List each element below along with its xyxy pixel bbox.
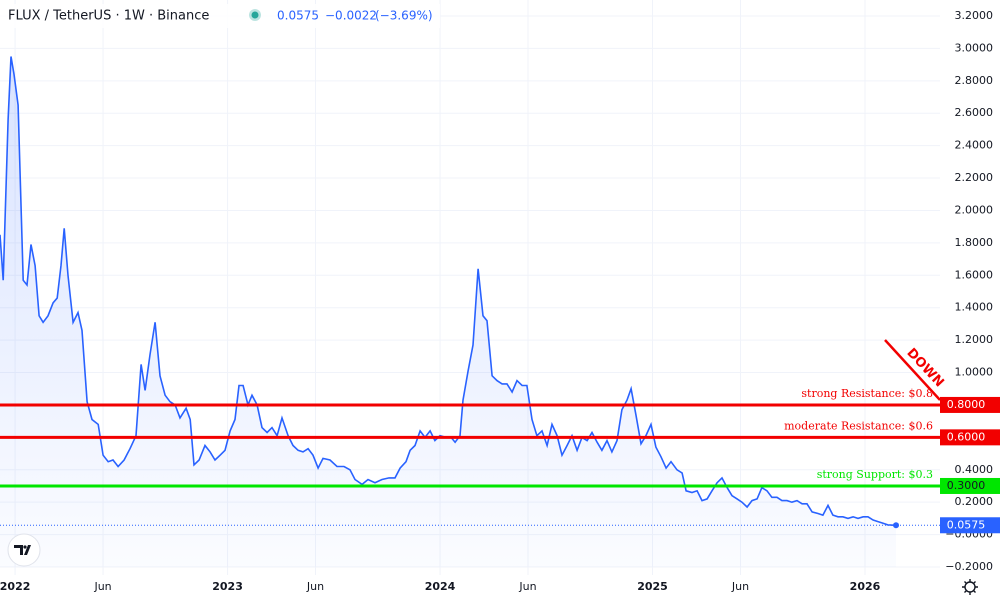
level-tag (940, 396, 1000, 413)
y-tick-label: 2.4000 (955, 139, 994, 152)
y-tick-label: −0.2000 (945, 560, 993, 573)
x-tick-label: 2026 (850, 580, 881, 593)
last-point (893, 522, 900, 529)
level-label: moderate Resistance: $0.6 (784, 419, 933, 432)
y-tick-label: 1.6000 (955, 268, 994, 281)
change-pct: (−3.69%) (375, 9, 433, 23)
level-tag (940, 477, 1000, 494)
level-label: strong Support: $0.3 (817, 468, 933, 481)
header-bg (0, 4, 440, 28)
annotation-arrow (884, 339, 941, 401)
last-price-tag (940, 517, 1000, 534)
x-tick-label: 2025 (637, 580, 668, 593)
x-tick-label: Jun (306, 580, 324, 593)
level-tag-text: 0.6000 (947, 430, 986, 443)
y-tick-label: 1.0000 (955, 366, 994, 379)
level-label: strong Resistance: $0.8 (801, 387, 933, 400)
y-tick-label: 2.2000 (955, 171, 994, 184)
level-tag-text: 0.8000 (947, 398, 986, 411)
y-tick-label: 3.0000 (955, 41, 994, 54)
y-tick-label: 0.2000 (955, 495, 994, 508)
x-tick-label: 2024 (425, 580, 456, 593)
tv-logo[interactable] (7, 533, 41, 567)
price: 0.0575 (277, 9, 319, 23)
level-tag (940, 429, 1000, 446)
change: −0.0022 (325, 9, 377, 23)
level-tag-text: 0.3000 (947, 479, 986, 492)
x-tick-label: 2022 (0, 580, 30, 593)
y-tick-label: 3.2000 (955, 9, 994, 22)
y-tick-label: 1.4000 (955, 301, 994, 314)
y-tick-label: 2.0000 (955, 203, 994, 216)
y-tick-label: 1.2000 (955, 333, 994, 346)
y-tick-label: 2.8000 (955, 74, 994, 87)
x-tick-label: Jun (93, 580, 111, 593)
x-tick-label: Jun (518, 580, 536, 593)
x-tick-label: Jun (731, 580, 749, 593)
symbol: FLUX / TetherUS · 1W · Binance (8, 9, 209, 24)
status-dot (251, 11, 259, 19)
x-tick-label: 2023 (212, 580, 243, 593)
last-price-tag-text: 0.0575 (947, 518, 986, 531)
y-tick-label: 1.8000 (955, 236, 994, 249)
settings-icon[interactable] (962, 579, 978, 595)
y-tick-label: 0.4000 (955, 463, 994, 476)
area (0, 56, 897, 567)
y-tick-label: 2.6000 (955, 106, 994, 119)
